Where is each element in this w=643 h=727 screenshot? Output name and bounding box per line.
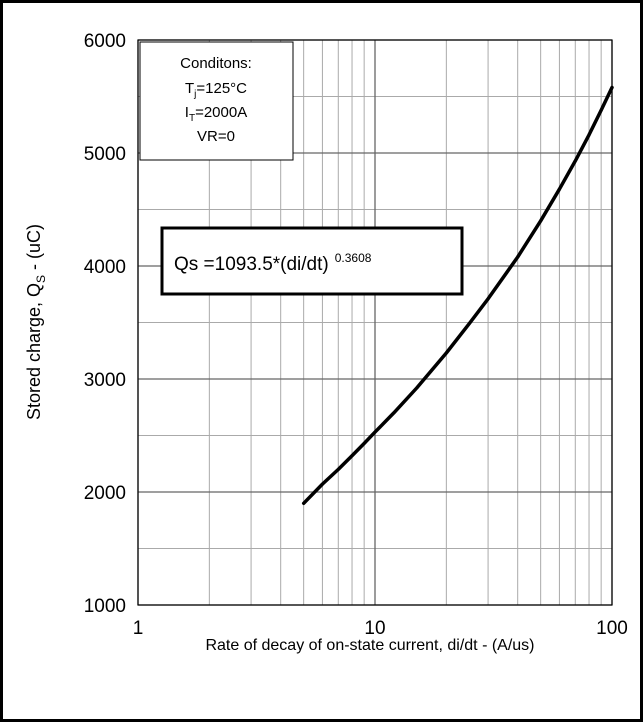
conditions-box: Conditons: Tj=125°C IT=2000A VR=0	[139, 41, 294, 161]
y-tick-labels: 1000 2000 3000 4000 5000 6000	[84, 31, 126, 617]
conditions-title: Conditons:	[180, 55, 252, 72]
equation-box-frame	[160, 226, 464, 296]
conditions-box-frame	[139, 41, 294, 161]
y-tick-label: 3000	[84, 370, 126, 391]
stored-charge-curve	[301, 85, 614, 506]
y-tick-label: 5000	[84, 144, 126, 165]
condition-vr: VR=0	[197, 128, 235, 145]
y-tick-label: 4000	[84, 257, 126, 278]
condition-tj: Tj=125°C	[185, 80, 247, 100]
y-tick-label: 2000	[84, 483, 126, 504]
x-axis-label: Rate of decay of on-state current, di/dt…	[205, 637, 534, 654]
x-tick-label: 10	[364, 618, 385, 639]
equation-text: Qs =1093.5*(di/dt) 0.3608	[174, 251, 372, 275]
y-tick-label: 1000	[84, 596, 126, 617]
y-tick-label: 6000	[84, 31, 126, 52]
series-layer	[301, 85, 614, 506]
x-tick-label: 1	[133, 618, 144, 639]
y-axis-label: Stored charge, QS - (uC)	[24, 224, 48, 420]
x-tick-labels: 1 10 100	[133, 618, 628, 639]
x-tick-label: 100	[596, 618, 628, 639]
condition-it: IT=2000A	[185, 104, 247, 124]
plot-area-border	[137, 39, 613, 606]
equation-box: Qs =1093.5*(di/dt) 0.3608	[160, 226, 464, 296]
